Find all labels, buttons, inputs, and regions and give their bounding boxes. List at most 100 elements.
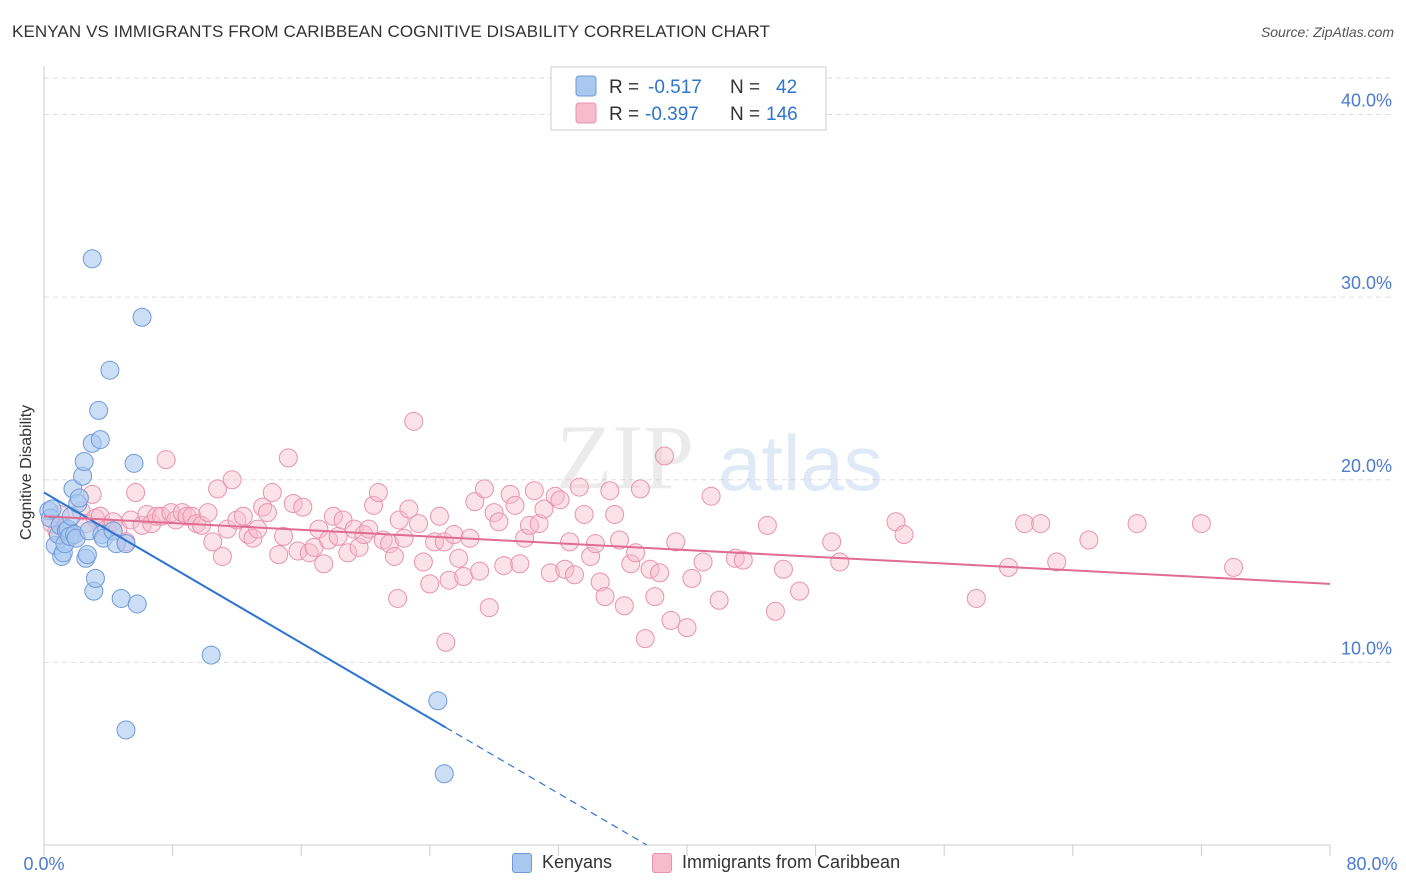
caribbean-point (429, 506, 449, 526)
kenyan-point (434, 764, 454, 784)
caribbean-point (757, 515, 777, 535)
caribbean-point (420, 574, 440, 594)
caribbean-point (614, 596, 634, 616)
caribbean-point (830, 552, 850, 572)
kenyan-trend-line (43, 491, 447, 729)
legend-r-value-caribbean: -0.397 (645, 104, 699, 125)
caribbean-point (137, 504, 157, 524)
caribbean-point (248, 519, 268, 539)
caribbean-point (198, 503, 218, 523)
caribbean-point (364, 495, 384, 515)
caribbean-point (257, 503, 277, 523)
caribbean-point (454, 567, 474, 587)
kenyan-point (111, 588, 131, 608)
y-tick-label: 40.0% (1341, 91, 1392, 111)
kenyan-point (42, 499, 62, 519)
caribbean-point (309, 519, 329, 539)
caribbean-point (338, 543, 358, 563)
caribbean-point (262, 483, 282, 503)
legend-n-value-caribbean: 146 (766, 104, 798, 125)
chart-title: KENYAN VS IMMIGRANTS FROM CARIBBEAN COGN… (12, 22, 771, 41)
caribbean-point (564, 565, 584, 585)
kenyan-point (89, 400, 109, 420)
caribbean-point (404, 411, 424, 431)
series-legend: Kenyans Immigrants from Caribbean (0, 852, 1406, 878)
caribbean-point (765, 601, 785, 621)
caribbean-point (640, 559, 660, 579)
caribbean-point (574, 504, 594, 524)
kenyan-point (124, 453, 144, 473)
legend-item-caribbean[interactable]: Immigrants from Caribbean (652, 852, 900, 873)
caribbean-point (394, 528, 414, 548)
caribbean-points (42, 411, 1244, 652)
caribbean-trend-line (43, 515, 1331, 585)
caribbean-point (894, 525, 914, 545)
caribbean-point (822, 532, 842, 552)
caribbean-point (208, 479, 228, 499)
caribbean-point (500, 484, 520, 504)
caribbean-point (733, 550, 753, 570)
caribbean-point (436, 632, 456, 652)
caribbean-point (666, 532, 686, 552)
caribbean-point (449, 548, 469, 568)
caribbean-point (510, 554, 530, 574)
caribbean-point (1031, 514, 1051, 534)
kenyan-trend-extension (445, 726, 648, 846)
caribbean-point (409, 514, 429, 534)
legend-r-value-kenyan: -0.517 (648, 77, 702, 98)
caribbean-point (534, 499, 554, 519)
x-tick-label-max: 80.0% (1346, 854, 1397, 874)
caribbean-point (489, 512, 509, 532)
caribbean-point (212, 546, 232, 566)
caribbean-point (126, 483, 146, 503)
caribbean-point (349, 537, 369, 557)
legend-n-label-caribbean: N = (730, 104, 760, 125)
watermark: ZIP atlas (556, 406, 883, 508)
caribbean-point (203, 532, 223, 552)
caribbean-point (494, 556, 514, 576)
kenyan-point (77, 545, 97, 565)
kenyan-point (69, 488, 89, 508)
caribbean-point (519, 515, 539, 535)
caribbean-point (373, 530, 393, 550)
kenyan-point (100, 360, 120, 380)
caribbean-point (474, 479, 494, 499)
caribbean-point (388, 588, 408, 608)
caribbean-point (966, 588, 986, 608)
kenyan-point (116, 720, 136, 740)
caribbean-point (484, 503, 504, 523)
caribbean-point (147, 506, 167, 526)
caribbean-point (243, 528, 263, 548)
caribbean-swatch (652, 852, 672, 873)
caribbean-point (1015, 514, 1035, 534)
kenyan-point (127, 594, 147, 614)
caribbean-point (439, 570, 459, 590)
grid-lines (44, 77, 1392, 663)
legend-n-value-kenyan: 42 (776, 77, 797, 98)
legend-r-label-kenyan: R = (609, 77, 639, 98)
kenyan-point (132, 307, 152, 327)
legend-label-kenyans: Kenyans (542, 852, 613, 872)
caribbean-point (399, 499, 419, 519)
caribbean-point (151, 506, 171, 526)
caribbean-point (1047, 552, 1067, 572)
axes (43, 66, 1331, 856)
caribbean-point (274, 526, 294, 546)
kenyan-point (74, 452, 94, 471)
caribbean-point (590, 572, 610, 592)
legend-item-kenyans[interactable]: Kenyans (512, 852, 612, 873)
watermark-zip: ZIP (556, 406, 694, 508)
y-tick-label: 20.0% (1341, 456, 1392, 476)
caribbean-point (709, 590, 729, 610)
caribbean-point (773, 559, 793, 579)
caribbean-point (600, 481, 620, 501)
caribbean-point (278, 448, 298, 468)
caribbean-point (444, 525, 464, 545)
caribbean-point (701, 486, 721, 506)
trend-lines (43, 491, 1331, 846)
caribbean-point (581, 546, 601, 566)
caribbean-point (470, 561, 490, 581)
legend-r-label-caribbean: R = (609, 104, 639, 125)
caribbean-point (389, 510, 409, 530)
caribbean-point (283, 494, 303, 514)
